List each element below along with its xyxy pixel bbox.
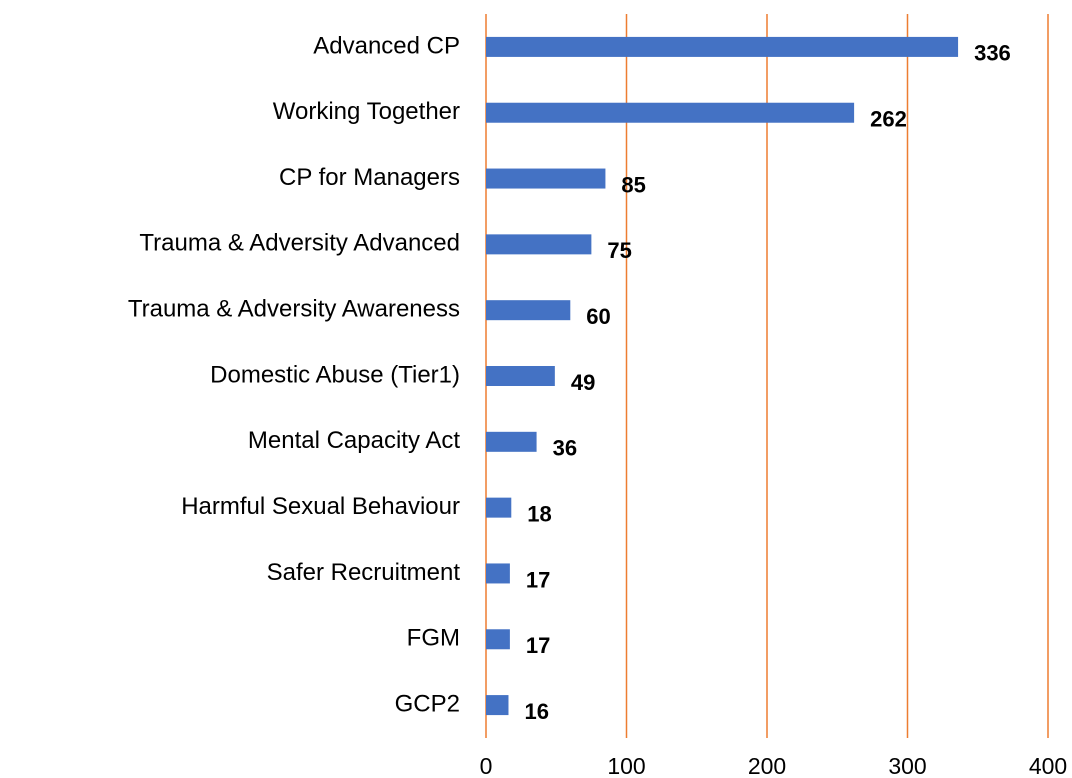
- bar: [486, 431, 537, 452]
- y-tick-label: CP for Managers: [279, 164, 460, 191]
- value-label: 49: [571, 370, 595, 395]
- y-tick-label: Safer Recruitment: [267, 559, 461, 586]
- bar: [486, 563, 510, 584]
- value-label: 262: [870, 107, 907, 132]
- y-tick-label: Working Together: [273, 98, 460, 125]
- y-tick-label: GCP2: [395, 690, 460, 717]
- x-tick-label: 200: [748, 753, 786, 778]
- x-tick-label: 400: [1029, 753, 1067, 778]
- bar: [486, 234, 592, 255]
- value-label: 36: [553, 436, 577, 461]
- value-label: 60: [586, 304, 610, 329]
- y-tick-label: Trauma & Adversity Advanced: [139, 230, 460, 257]
- bar: [486, 300, 571, 321]
- value-label: 75: [607, 238, 631, 263]
- bar: [486, 168, 606, 189]
- value-label: 85: [621, 172, 645, 197]
- y-tick-label: Mental Capacity Act: [248, 427, 460, 454]
- bar: [486, 36, 959, 57]
- y-tick-label: Trauma & Adversity Awareness: [128, 296, 460, 323]
- x-tick-label: 100: [607, 753, 645, 778]
- y-tick-label: Advanced CP: [313, 32, 460, 59]
- value-label: 18: [527, 501, 551, 526]
- x-tick-label: 300: [888, 753, 926, 778]
- value-label: 16: [524, 699, 548, 724]
- value-label: 17: [526, 633, 550, 658]
- bar: [486, 629, 510, 650]
- x-tick-label: 0: [480, 753, 493, 778]
- y-tick-label: Domestic Abuse (Tier1): [210, 361, 460, 388]
- value-label: 336: [974, 41, 1011, 66]
- value-label: 17: [526, 567, 550, 592]
- bar: [486, 695, 509, 716]
- bar: [486, 497, 512, 518]
- y-tick-label: Harmful Sexual Behaviour: [181, 493, 460, 520]
- bar: [486, 102, 855, 123]
- y-tick-label: FGM: [407, 625, 460, 652]
- bar: [486, 366, 555, 386]
